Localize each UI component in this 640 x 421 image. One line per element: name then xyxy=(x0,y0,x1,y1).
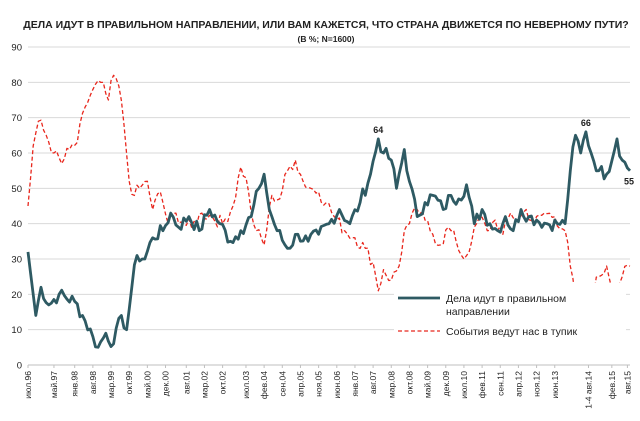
x-tick-label: мар.08 xyxy=(386,371,396,398)
x-tick-label: авг.07 xyxy=(368,371,378,394)
series-right-direction-line xyxy=(26,130,632,349)
data-label: 66 xyxy=(581,118,591,128)
y-axis-ticks: 0 10 20 30 40 50 60 70 80 90 xyxy=(11,43,22,372)
legend: Дела идут в правильном направлении События… xyxy=(398,293,577,338)
x-tick-label: май.97 xyxy=(49,371,59,398)
x-tick-label: май.09 xyxy=(423,371,433,398)
x-tick-label: июн.06 xyxy=(332,371,342,399)
y-tick-label: 60 xyxy=(11,149,22,160)
chart-title: ДЕЛА ИДУТ В ПРАВИЛЬНОМ НАПРАВЛЕНИИ, ИЛИ … xyxy=(23,19,628,31)
y-tick-label: 30 xyxy=(11,255,22,266)
x-tick-label: июн.13 xyxy=(550,371,560,399)
x-tick-label: мар.99 xyxy=(106,371,116,398)
x-tick-label: дек.00 xyxy=(161,371,171,396)
x-tick-label: окт.99 xyxy=(124,371,134,395)
x-tick-label: фев.04 xyxy=(259,371,269,399)
x-tick-label: 1-4 авг.14 xyxy=(583,371,593,409)
legend-background xyxy=(394,283,626,351)
y-tick-label: 40 xyxy=(11,219,22,230)
y-tick-label: 80 xyxy=(11,78,22,89)
x-tick-label: июл.03 xyxy=(241,371,251,399)
x-axis-ticks: июл.96 май.97 янв.98 авг.98 мар.99 окт.99 май.… xyxy=(23,365,632,409)
x-tick-label: июл.96 xyxy=(23,371,33,399)
y-tick-label: 70 xyxy=(11,113,22,124)
x-tick-label: окт.02 xyxy=(218,371,228,395)
x-tick-label: дек.09 xyxy=(441,371,451,396)
x-tick-label: май.00 xyxy=(142,371,152,398)
x-tick-label: фев.11 xyxy=(477,371,487,399)
x-tick-label: апр.12 xyxy=(513,371,523,397)
x-tick-label: окт.08 xyxy=(404,371,414,395)
x-tick-label: фев.15 xyxy=(607,371,617,399)
legend-label: События ведут нас в тупик xyxy=(446,326,577,338)
x-tick-label: авг.15 xyxy=(622,371,632,394)
x-tick-label: сен.04 xyxy=(277,371,287,397)
x-tick-label: апр.05 xyxy=(295,371,305,397)
x-tick-label: авг.01 xyxy=(181,371,191,394)
y-tick-label: 90 xyxy=(11,43,22,54)
data-labels: 64 66 55 xyxy=(373,118,634,187)
data-label: 64 xyxy=(373,125,383,135)
x-tick-label: ноя.12 xyxy=(532,371,542,397)
x-tick-label: янв.98 xyxy=(70,371,80,397)
x-tick-label: авг.98 xyxy=(88,371,98,394)
y-tick-label: 50 xyxy=(11,184,22,195)
x-tick-label: ноя.05 xyxy=(314,371,324,397)
x-tick-label: июл.10 xyxy=(459,371,469,399)
chart-subtitle: (В %; N=1600) xyxy=(298,34,355,44)
y-tick-label: 0 xyxy=(17,361,22,372)
series-lines xyxy=(26,74,632,349)
y-tick-label: 10 xyxy=(11,325,22,336)
y-tick-label: 20 xyxy=(11,290,22,301)
x-tick-label: мар.02 xyxy=(199,371,209,398)
x-tick-label: янв.07 xyxy=(350,371,360,397)
data-label: 55 xyxy=(624,177,634,187)
x-tick-label: сен.11 xyxy=(495,371,505,396)
series-dead-end-line xyxy=(27,74,631,299)
legend-label: Дела идут в правильном направлении xyxy=(446,293,566,318)
